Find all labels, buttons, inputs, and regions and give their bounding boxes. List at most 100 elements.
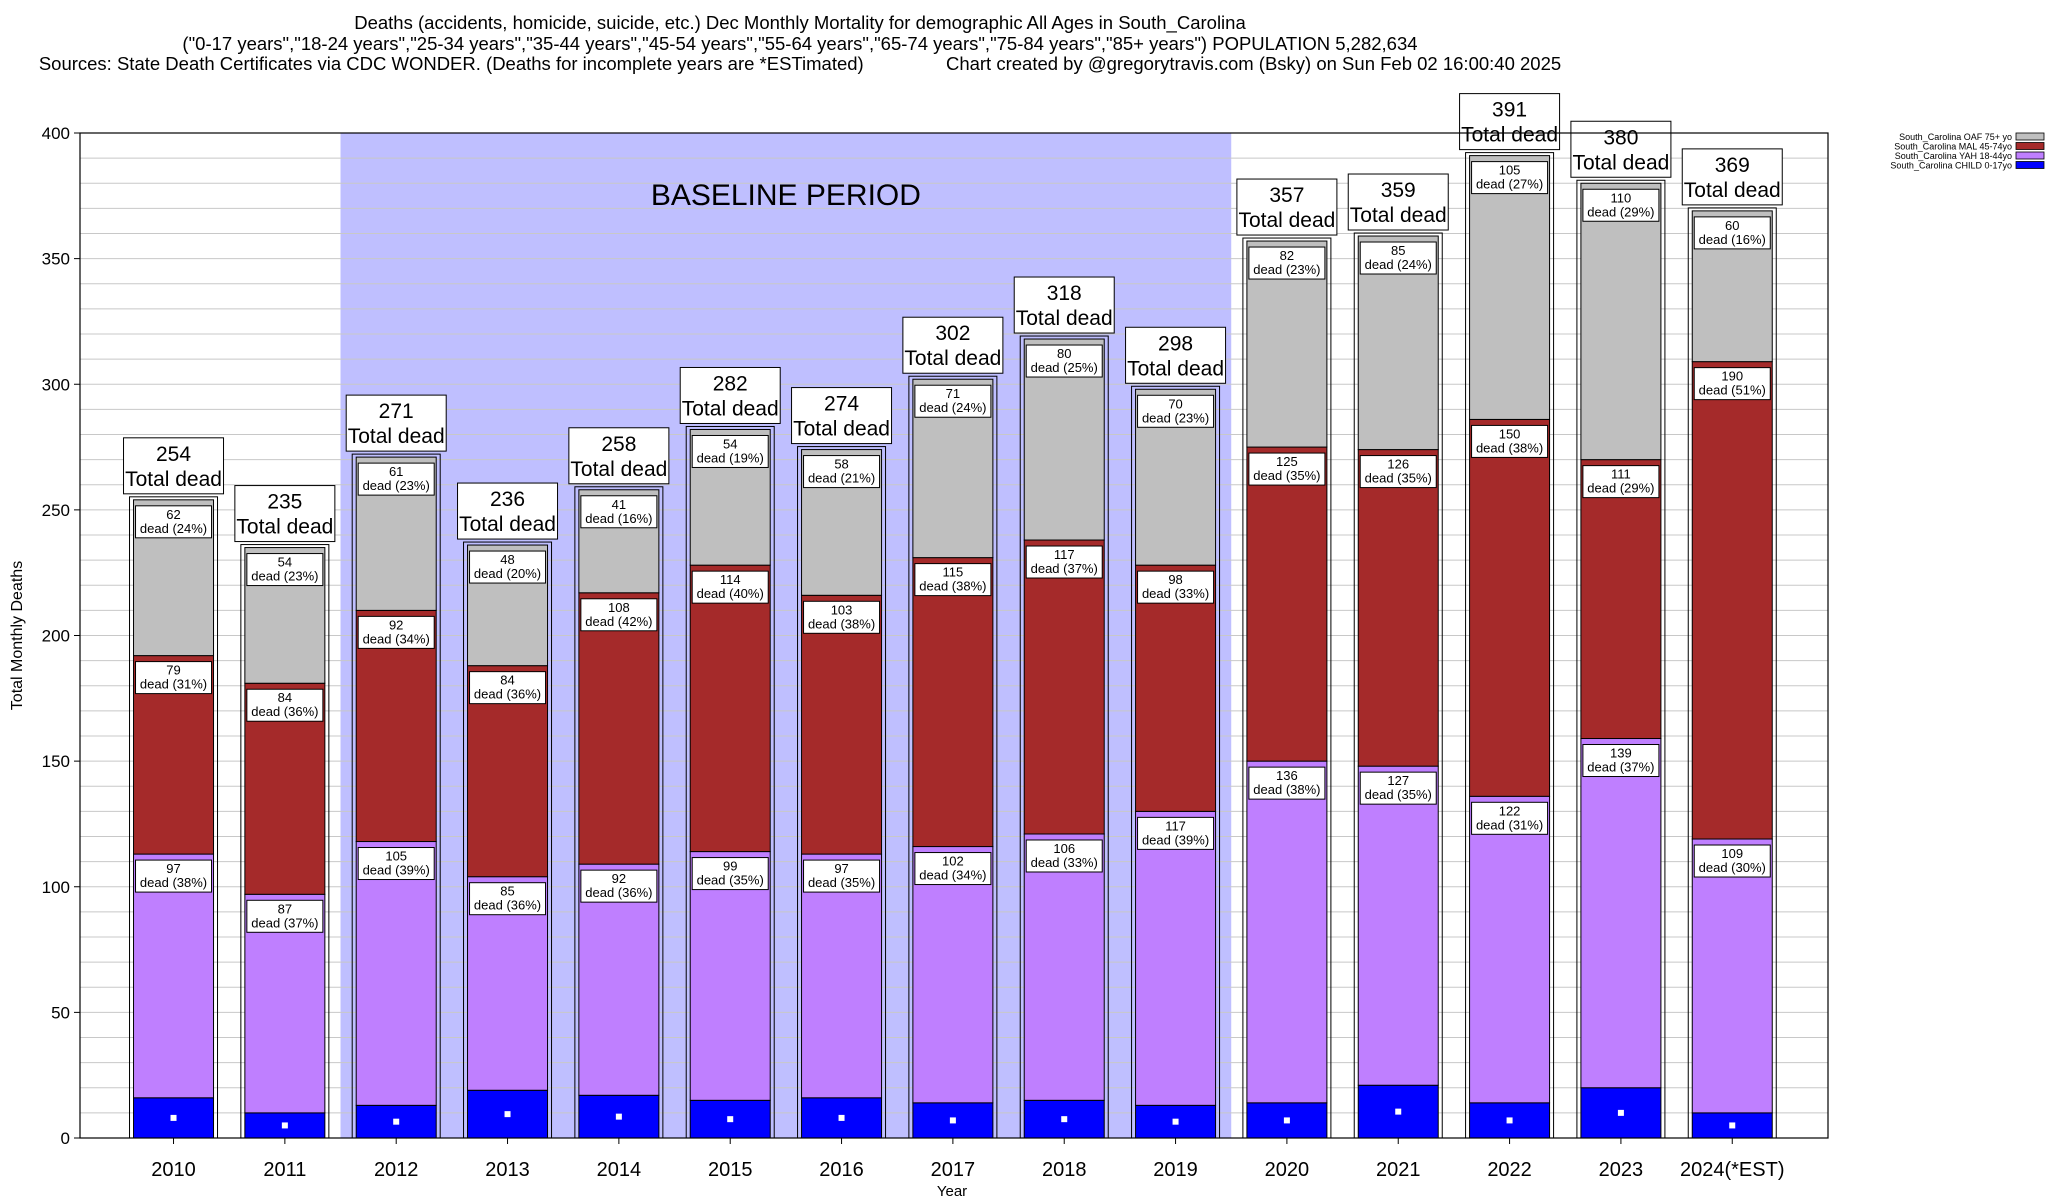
child-marker: [727, 1116, 734, 1123]
segment-label-box: [1025, 839, 1103, 873]
child-marker: [1729, 1122, 1736, 1129]
total-value-label: 391: [1492, 99, 1527, 122]
segment-label-box: [246, 553, 324, 587]
segment-label-box: [1137, 394, 1215, 428]
child-marker: [281, 1122, 288, 1129]
child-marker: [1283, 1117, 1290, 1124]
total-label-box: [1125, 326, 1227, 384]
segment-value-label: 110: [1611, 190, 1632, 205]
x-tick-label: 2021: [1376, 1159, 1421, 1181]
total-value-label: 380: [1603, 126, 1638, 149]
y-tick-label: 200: [42, 627, 70, 646]
segment-label-box: [1248, 452, 1326, 486]
child-marker: [393, 1118, 400, 1125]
child-marker: [615, 1113, 622, 1120]
segment-pct-label: dead (36%): [474, 898, 541, 913]
segment-value-label: 111: [1611, 467, 1631, 482]
segment-label-box: [135, 661, 213, 695]
segment-pct-label: dead (36%): [251, 704, 318, 719]
bar-segment-yah: [1023, 833, 1105, 1101]
segment-pct-label: dead (34%): [363, 631, 430, 646]
segment-pct-label: dead (40%): [697, 586, 764, 601]
legend-swatch-mal: [2015, 142, 2045, 150]
chart-subtitle-age-groups: ("0-17 years","18-24 years","25-34 years…: [182, 33, 1418, 54]
segment-value-label: 58: [834, 457, 848, 472]
total-value-label: 235: [267, 491, 302, 514]
total-value-label: 271: [379, 400, 414, 423]
segment-value-label: 85: [1391, 243, 1405, 258]
segment-value-label: 117: [1165, 818, 1186, 833]
segment-value-label: 71: [946, 386, 960, 401]
total-value-label: 357: [1269, 184, 1304, 207]
segment-pct-label: dead (35%): [1365, 471, 1432, 486]
child-marker: [838, 1114, 845, 1121]
segment-pct-label: dead (38%): [808, 616, 875, 631]
segment-value-label: 102: [942, 854, 964, 869]
total-label-box: [234, 485, 336, 543]
segment-label-box: [691, 857, 769, 891]
segment-pct-label: dead (21%): [808, 471, 875, 486]
segment-label-box: [914, 384, 992, 418]
total-dead-label: Total dead: [1572, 151, 1669, 174]
segment-value-label: 61: [389, 464, 403, 479]
bar-segment-yah: [1246, 760, 1328, 1104]
total-dead-label: Total dead: [793, 418, 890, 441]
bar-segment-yah: [355, 841, 437, 1106]
child-marker: [504, 1111, 511, 1118]
segment-label-box: [357, 847, 435, 881]
segment-value-label: 127: [1387, 773, 1409, 788]
segment-pct-label: dead (24%): [140, 521, 207, 536]
total-dead-label: Total dead: [1238, 209, 1335, 232]
segment-label-box: [1137, 570, 1215, 604]
segment-pct-label: dead (25%): [1031, 360, 1098, 375]
segment-label-box: [1471, 161, 1549, 195]
total-label-box: [791, 387, 893, 445]
total-value-label: 369: [1715, 154, 1750, 177]
segment-label-box: [246, 688, 324, 722]
segment-value-label: 125: [1276, 454, 1298, 469]
segment-value-label: 190: [1721, 369, 1743, 384]
total-dead-label: Total dead: [459, 513, 556, 536]
total-label-box: [679, 366, 781, 424]
segment-label-box: [691, 434, 769, 468]
segment-label-box: [1693, 844, 1771, 878]
segment-label-box: [1137, 816, 1215, 850]
segment-value-label: 60: [1725, 218, 1739, 233]
chart-sources-line: Sources: State Death Certificates via CD…: [38, 53, 1562, 74]
segment-value-label: 103: [831, 602, 853, 617]
segment-value-label: 84: [278, 690, 292, 705]
segment-label-box: [1248, 766, 1326, 800]
segment-label-box: [1582, 744, 1660, 778]
segment-value-label: 126: [1387, 457, 1409, 472]
total-dead-label: Total dead: [904, 347, 1001, 370]
segment-pct-label: dead (29%): [1587, 481, 1654, 496]
legend-swatch-yah: [2015, 151, 2045, 160]
segment-pct-label: dead (37%): [251, 915, 318, 930]
x-tick-label: 2016: [819, 1159, 864, 1181]
legend-entry-label: South_Carolina OAF 75+ yo: [1899, 132, 2012, 142]
baseline-period-label: BASELINE PERIOD: [651, 179, 921, 212]
segment-pct-label: dead (39%): [1142, 832, 1209, 847]
segment-pct-label: dead (38%): [140, 875, 207, 890]
total-value-label: 302: [935, 322, 970, 345]
segment-value-label: 80: [1057, 346, 1071, 361]
segment-label-box: [1582, 465, 1660, 499]
bar-segment-mal: [689, 564, 771, 853]
bar-segment-yah: [133, 853, 215, 1099]
segment-label-box: [1471, 424, 1549, 458]
segment-value-label: 70: [1168, 396, 1182, 411]
bar-segment-mal: [1691, 361, 1773, 840]
segment-label-box: [1025, 545, 1103, 579]
total-dead-label: Total dead: [348, 425, 445, 448]
segment-value-label: 54: [723, 436, 737, 451]
segment-pct-label: dead (16%): [585, 511, 652, 526]
segment-value-label: 97: [834, 861, 848, 876]
segment-pct-label: dead (38%): [1476, 440, 1543, 455]
segment-pct-label: dead (27%): [1476, 177, 1543, 192]
segment-pct-label: dead (24%): [919, 400, 986, 415]
